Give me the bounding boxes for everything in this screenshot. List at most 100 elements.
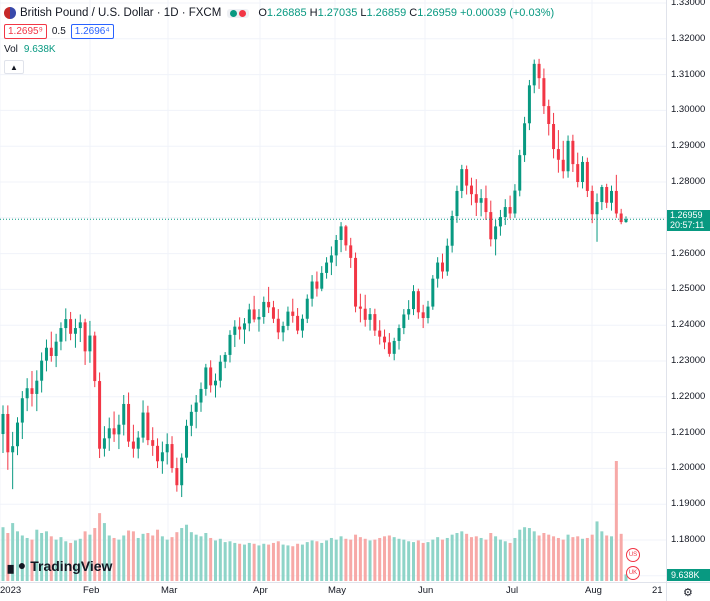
volume-bar xyxy=(329,537,333,581)
candle-body xyxy=(156,445,160,462)
candle-body xyxy=(402,314,406,329)
volume-bar xyxy=(421,542,425,581)
axis-corner[interactable]: ⚙ xyxy=(666,582,710,601)
market-status-icon[interactable] xyxy=(227,8,250,18)
volume-bar xyxy=(310,540,314,581)
volume-bar xyxy=(561,539,565,581)
economic-event-uk-icon[interactable]: UK xyxy=(626,566,640,580)
volume-bar xyxy=(363,538,367,581)
candle-body xyxy=(64,319,68,329)
time-label: Apr xyxy=(253,585,268,596)
volume-bar xyxy=(30,539,34,581)
candle-body xyxy=(508,207,512,214)
candle-body xyxy=(412,291,415,310)
candle-body xyxy=(494,226,498,240)
candle-body xyxy=(523,123,527,156)
candle-body xyxy=(542,78,546,107)
candle-body xyxy=(595,202,599,215)
price-axis[interactable]: 1.33000 1.32000 1.31000 1.30000 1.29000 1.280… xyxy=(666,0,710,582)
candle-body xyxy=(194,402,198,412)
volume-bar xyxy=(228,541,232,581)
volume-bar xyxy=(151,535,155,581)
volume-bar xyxy=(40,533,44,581)
volume-bar xyxy=(469,537,473,581)
candle-body xyxy=(498,217,502,227)
volume-bar xyxy=(238,543,242,581)
candle-body xyxy=(315,281,319,289)
candle-body xyxy=(397,328,401,341)
candle-body xyxy=(576,164,580,182)
volume-bar xyxy=(518,529,522,581)
volume-bar xyxy=(344,538,348,581)
volume-bar xyxy=(387,535,391,581)
volume-bar xyxy=(107,535,111,581)
buy-button[interactable]: 1.2696⁴ xyxy=(70,23,114,39)
volume-bar xyxy=(204,533,208,581)
volume-bar xyxy=(508,542,512,581)
candle-body xyxy=(122,403,126,425)
candle-body xyxy=(527,85,531,124)
volume-bar xyxy=(136,537,140,581)
candle-body xyxy=(93,335,97,382)
volume-bar xyxy=(64,541,68,581)
candle-body xyxy=(339,226,343,240)
candle-body xyxy=(117,424,121,435)
candle-body xyxy=(619,213,623,223)
ohlc-open: O1.26885 xyxy=(258,7,307,19)
volume-bar xyxy=(397,538,401,581)
candle-body xyxy=(276,318,280,333)
chart-area[interactable]: British Pound / U.S. Dollar · 1D · FXCM … xyxy=(0,0,666,582)
volume-bar xyxy=(489,533,493,581)
tradingview-logo[interactable]: ▖● TradingView xyxy=(8,557,112,574)
volume-bar xyxy=(300,544,304,581)
chevron-up-icon[interactable]: ▲ xyxy=(4,60,24,74)
candle-body xyxy=(561,159,565,172)
candle-body xyxy=(271,307,275,319)
bar-countdown: 20:57:11 xyxy=(670,220,705,230)
candle-body xyxy=(455,190,459,217)
volume-bar xyxy=(214,540,217,581)
candle-body xyxy=(252,309,256,320)
volume-label[interactable]: Vol xyxy=(4,43,18,55)
volume-bar xyxy=(170,537,174,581)
price-tick-label: 1.26000 xyxy=(671,247,706,259)
candle-body xyxy=(151,440,155,446)
symbol-title[interactable]: British Pound / U.S. Dollar · 1D · FXCM xyxy=(20,7,222,19)
gear-icon[interactable]: ⚙ xyxy=(683,587,693,599)
candle-body xyxy=(469,185,473,195)
volume-bar xyxy=(247,542,251,581)
candle-body xyxy=(344,226,348,246)
candle-body xyxy=(465,169,469,186)
volume-bar xyxy=(474,536,478,581)
price-tick-label: 1.19000 xyxy=(671,498,706,510)
volume-bar xyxy=(88,534,92,581)
candle-body xyxy=(503,207,507,218)
candle-body xyxy=(532,63,536,86)
volume-bar xyxy=(392,537,396,581)
volume-bar xyxy=(325,540,329,581)
candlestick-chart[interactable] xyxy=(0,0,666,582)
time-axis[interactable]: 2023 Feb Mar Apr May Jun Jul Aug 21 xyxy=(0,582,666,601)
volume-row: Vol 9.638K xyxy=(4,40,554,58)
sell-button[interactable]: 1.2695⁹ xyxy=(4,23,47,39)
volume-bar xyxy=(35,529,39,581)
candle-body xyxy=(233,326,237,335)
volume-bar xyxy=(218,538,222,581)
volume-bar xyxy=(102,523,106,581)
candle-body xyxy=(426,306,430,319)
volume-bar xyxy=(585,537,589,581)
candle-body xyxy=(320,272,324,289)
candle-body xyxy=(368,314,372,320)
volume-bar xyxy=(431,539,435,581)
economic-event-us-icon[interactable]: US xyxy=(626,548,640,562)
candle-body xyxy=(474,194,478,203)
volume-bar xyxy=(479,537,483,581)
trade-row: 1.2695⁹ 0.5 1.2696⁴ xyxy=(4,22,554,40)
volume-bar xyxy=(257,545,261,581)
volume-bar xyxy=(503,541,507,581)
time-label: Feb xyxy=(83,585,100,596)
volume-bar xyxy=(600,531,604,581)
candle-body xyxy=(325,262,329,273)
candle-body xyxy=(218,361,222,381)
volume-value: 9.638K xyxy=(23,43,56,55)
